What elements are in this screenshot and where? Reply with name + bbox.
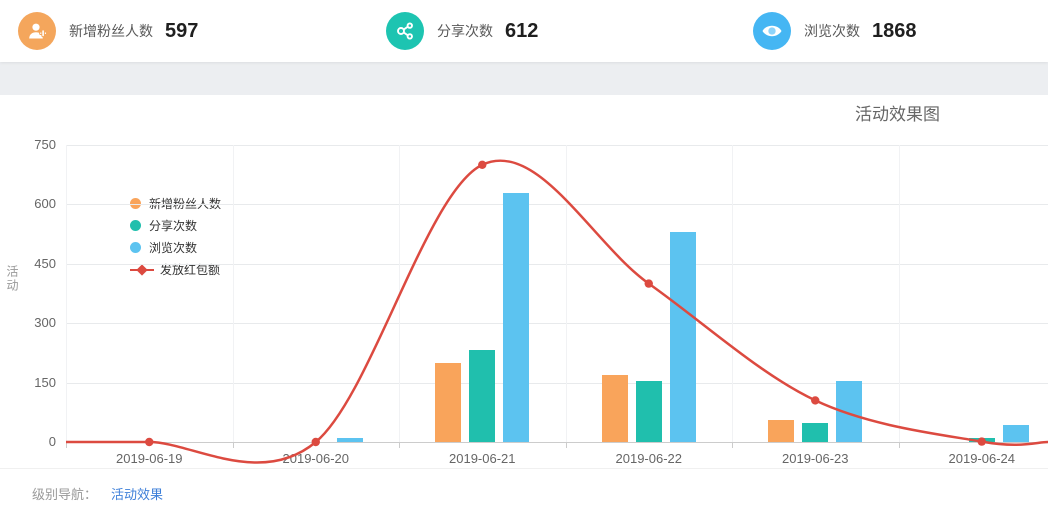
x-gridline: [565, 145, 567, 442]
divider-band: [0, 62, 1048, 95]
bar-分享次数: [802, 422, 829, 442]
x-axis-tick: [898, 443, 900, 448]
y-gridline: [66, 382, 1048, 384]
stat-new-fans: 新增粉丝人数 597: [18, 0, 198, 62]
bar-新增粉丝人数: [768, 420, 795, 442]
x-axis-tick-label: 2019-06-21: [449, 451, 516, 466]
x-gridline: [399, 145, 400, 442]
x-axis-tick: [732, 443, 733, 448]
y-axis-tick-label: 450: [34, 255, 56, 271]
y-axis-tick-label: 750: [34, 137, 56, 152]
breadcrumb: 级别导航： 活动效果: [0, 468, 1048, 518]
y-axis-tick-label: 300: [34, 315, 56, 331]
eye-icon: [753, 12, 791, 50]
y-gridline: [66, 204, 1048, 206]
stat-value: 1868: [872, 19, 917, 42]
x-axis-line: [66, 442, 1048, 443]
x-axis-tick-label: 2019-06-22: [615, 451, 683, 466]
x-gridline: [898, 145, 900, 442]
bar-浏览次数: [1002, 425, 1029, 442]
y-axis-tick-label: 600: [34, 196, 56, 212]
x-axis-tick: [399, 443, 400, 448]
bar-浏览次数: [336, 438, 363, 442]
y-axis-name: 活动: [5, 265, 19, 293]
share-icon: [386, 12, 424, 50]
data-point: [644, 279, 653, 288]
data-point: [811, 396, 820, 405]
line-发放红包额: [66, 159, 1048, 464]
y-axis-tick-label: 150: [34, 374, 56, 390]
x-axis-tick: [232, 443, 234, 448]
data-point: [478, 160, 487, 169]
y-axis-tick-label: 0: [48, 434, 56, 449]
y-gridline: [66, 323, 1048, 325]
x-axis-tick: [66, 443, 67, 448]
user-plus-icon: [18, 12, 56, 50]
bar-浏览次数: [669, 232, 696, 442]
bar-新增粉丝人数: [601, 374, 628, 442]
activity-chart-panel: 活动效果图 活动 新增粉丝人数分享次数浏览次数发放红包额 01503004506…: [0, 95, 1048, 468]
bar-分享次数: [635, 380, 662, 442]
x-axis-tick-label: 2019-06-24: [948, 451, 1016, 466]
chart-title: 活动效果图: [855, 105, 940, 124]
x-gridline: [232, 145, 234, 442]
stat-label: 分享次数: [437, 23, 493, 39]
bar-分享次数: [469, 350, 496, 442]
bar-新增粉丝人数: [435, 362, 462, 442]
bar-分享次数: [968, 438, 995, 442]
x-axis-tick-label: 2019-06-20: [282, 451, 350, 466]
breadcrumb-label: 级别导航：: [32, 487, 98, 502]
breadcrumb-link-activity-effect[interactable]: 活动效果: [111, 487, 164, 502]
stat-label: 浏览次数: [804, 23, 860, 39]
y-gridline: [66, 145, 1048, 146]
x-axis-tick: [565, 443, 567, 448]
bar-浏览次数: [836, 380, 863, 442]
stat-label: 新增粉丝人数: [69, 23, 153, 39]
x-gridline: [66, 145, 67, 442]
stat-value: 597: [165, 19, 199, 42]
chart-plot-area: 0 150 300 450 600 750 2019-06-19 2019-06-20 2019…: [34, 137, 1048, 466]
y-gridline: [66, 263, 1048, 265]
stat-value: 612: [505, 19, 539, 42]
bar-浏览次数: [503, 192, 530, 442]
x-axis-tick-label: 2019-06-19: [116, 451, 183, 466]
stats-header: 新增粉丝人数 597 分享次数 612 浏览次数 1868: [0, 0, 1048, 62]
x-axis-tick-label: 2019-06-23: [782, 451, 849, 466]
x-gridline: [732, 145, 733, 442]
stat-shares: 分享次数 612: [386, 0, 538, 62]
stat-views: 浏览次数 1868: [753, 0, 917, 62]
